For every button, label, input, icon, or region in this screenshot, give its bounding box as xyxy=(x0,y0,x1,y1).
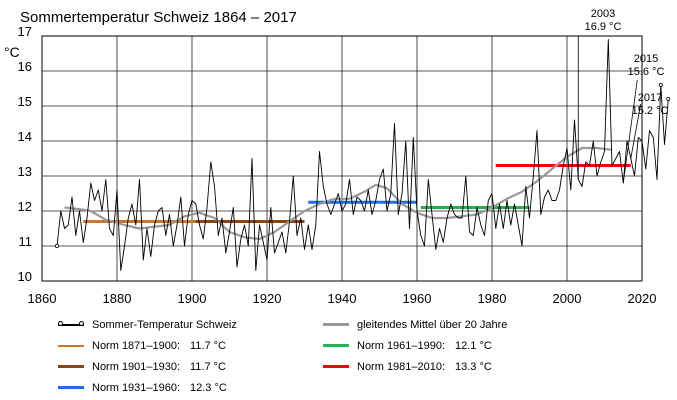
legend-label: gleitendes Mittel über 20 Jahre xyxy=(357,319,508,331)
x-tick-label: 2020 xyxy=(627,291,657,306)
y-tick-label: 16 xyxy=(17,59,32,74)
chart-title: Sommertemperatur Schweiz 1864 – 2017 xyxy=(20,9,297,26)
legend-label: Norm 1931–1960: xyxy=(92,382,181,394)
legend-value: 11.7 °C xyxy=(190,340,226,352)
legend-swatch-line xyxy=(323,360,349,374)
norm-lines xyxy=(83,164,631,223)
legend-swatch-line xyxy=(58,339,84,353)
legend-norm-1961-1990: Norm 1961–1990: 12.1 °C xyxy=(323,339,492,353)
legend-value: 13.3 °C xyxy=(455,361,492,373)
legend-smooth: gleitendes Mittel über 20 Jahre xyxy=(323,318,507,332)
data-point xyxy=(55,243,60,248)
annotation-leader xyxy=(630,103,642,159)
legend-swatch-line xyxy=(58,360,84,374)
legend-label: Norm 1871–1900: xyxy=(92,340,181,352)
y-tick-label: 14 xyxy=(17,129,32,144)
annotation-year: 2017 xyxy=(637,92,663,104)
legend-norm-1931-1960: Norm 1931–1960: 12.3 °C xyxy=(58,381,227,395)
chart-grid xyxy=(41,35,643,282)
legend-norm-1981-2010: Norm 1981–2010: 13.3 °C xyxy=(323,360,492,374)
annotation-2017: 2017 15.2 °C xyxy=(625,92,675,118)
annual-series xyxy=(55,39,671,271)
annual-line xyxy=(56,39,669,271)
x-tick-label: 2000 xyxy=(552,291,582,306)
y-tick-label: 11 xyxy=(18,234,33,249)
x-tick-label: 1940 xyxy=(327,291,357,306)
x-tick-label: 1900 xyxy=(177,291,207,306)
x-tick-label: 1860 xyxy=(27,291,57,306)
legend-norm-1901-1930: Norm 1901–1930: 11.7 °C xyxy=(58,360,226,374)
legend-value: 12.1 °C xyxy=(455,340,492,352)
legend-value: 11.7 °C xyxy=(190,361,226,373)
annotation-year: 2003 xyxy=(590,8,616,20)
x-tick-label: 1880 xyxy=(102,291,132,306)
legend-norm-1871-1900: Norm 1871–1900: 11.7 °C xyxy=(58,339,226,353)
data-point xyxy=(666,97,671,102)
annotation-2015: 2015 15.6 °C xyxy=(620,53,672,79)
annotation-year: 2015 xyxy=(633,53,659,65)
legend-label: Norm 1981–2010: xyxy=(357,361,446,373)
y-tick-label: 15 xyxy=(17,94,32,109)
annotation-value: 15.2 °C xyxy=(631,105,669,117)
y-tick-label: 17 xyxy=(17,24,32,39)
legend-label: Norm 1901–1930: xyxy=(92,361,181,373)
legend-swatch-line xyxy=(58,381,84,395)
annotation-2003: 2003 16.9 °C xyxy=(578,8,628,34)
smoothed-series xyxy=(64,146,613,241)
x-tick-label: 1920 xyxy=(252,291,282,306)
smooth-line xyxy=(64,146,613,241)
annotation-leaders xyxy=(577,36,642,184)
x-tick-label: 1980 xyxy=(477,291,507,306)
y-tick-label: 13 xyxy=(17,164,32,179)
legend-label: Sommer-Temperatur Schweiz xyxy=(92,319,237,331)
data-point xyxy=(658,83,663,88)
legend-value: 12.3 °C xyxy=(190,382,227,394)
y-axis-unit: °C xyxy=(4,44,20,60)
plot-frame xyxy=(41,35,643,282)
legend-swatch-line-marker xyxy=(58,318,84,332)
legend-annual: Sommer-Temperatur Schweiz xyxy=(58,318,237,332)
y-tick-label: 12 xyxy=(17,199,32,214)
legend-swatch-line xyxy=(323,318,349,332)
annotation-leader xyxy=(622,79,638,184)
legend-swatch-line xyxy=(323,339,349,353)
legend-label: Norm 1961–1990: xyxy=(357,340,446,352)
annotation-value: 16.9 °C xyxy=(584,21,622,33)
annotation-value: 15.6 °C xyxy=(627,66,665,78)
x-tick-label: 1960 xyxy=(402,291,432,306)
y-tick-label: 10 xyxy=(17,269,32,284)
